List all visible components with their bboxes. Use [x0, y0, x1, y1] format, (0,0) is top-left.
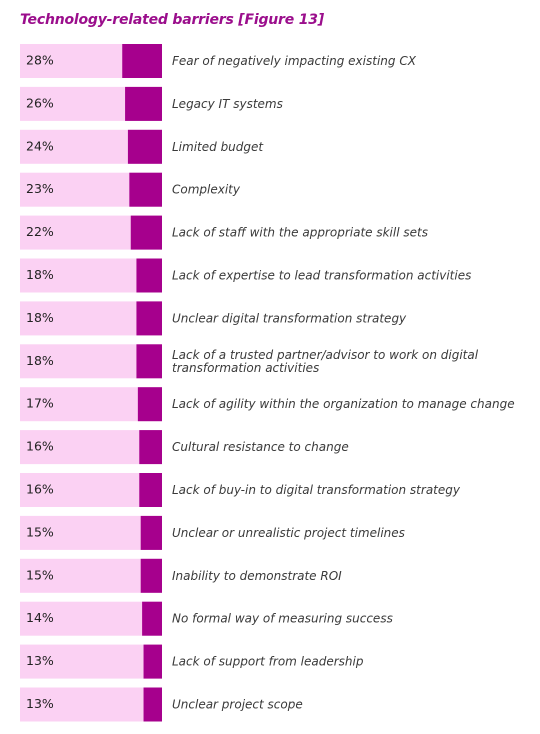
- category-label: No formal way of measuring success: [172, 611, 393, 625]
- bar-background: [20, 644, 162, 679]
- bar: [130, 215, 162, 250]
- category-label: Lack of buy-in to digital transformation…: [172, 483, 461, 497]
- category-label: Legacy IT systems: [172, 96, 283, 110]
- bar-background: [20, 473, 162, 507]
- bar-value-label: 26%: [26, 95, 54, 110]
- bar-background: [20, 601, 162, 636]
- bar-value-label: 24%: [26, 138, 54, 153]
- category-label: Lack of expertise to lead transformation…: [172, 268, 471, 282]
- bar: [136, 301, 162, 336]
- category-label: Lack of a trusted partner/advisor to wor…: [172, 347, 479, 374]
- category-label: Complexity: [172, 182, 241, 196]
- chart-title: Technology-related barriers [Figure 13]: [20, 12, 324, 28]
- bar: [140, 558, 162, 593]
- bar: [136, 344, 162, 379]
- bar-background: [20, 515, 162, 550]
- bar: [143, 687, 162, 722]
- bar-value-label: 13%: [26, 696, 54, 711]
- bar: [127, 129, 162, 164]
- category-label: Lack of support from leadership: [172, 654, 364, 668]
- bar-value-label: 15%: [26, 524, 54, 539]
- bar-value-label: 16%: [26, 482, 54, 497]
- category-label: Fear of negatively impacting existing CX: [172, 54, 417, 68]
- bar-background: [20, 430, 162, 465]
- bar: [136, 258, 162, 293]
- bar: [139, 473, 162, 507]
- category-label: Cultural resistance to change: [172, 440, 349, 454]
- bar-background: [20, 558, 162, 593]
- bar-value-label: 15%: [26, 567, 54, 582]
- bar: [125, 86, 162, 121]
- category-label: Lack of agility within the organization …: [172, 397, 515, 411]
- bar-value-label: 18%: [26, 267, 54, 282]
- category-label: Unclear digital transformation strategy: [172, 311, 407, 325]
- category-label: Inability to demonstrate ROI: [172, 568, 342, 582]
- bar-value-label: 18%: [26, 310, 54, 325]
- bar-value-label: 14%: [26, 610, 54, 625]
- bar-value-label: 16%: [26, 439, 54, 454]
- bar: [142, 601, 162, 636]
- bar: [140, 515, 162, 550]
- category-label: Unclear project scope: [172, 697, 303, 711]
- bar: [129, 172, 162, 207]
- bar: [122, 44, 162, 78]
- bar-background: [20, 687, 162, 722]
- category-label: Unclear or unrealistic project timelines: [172, 525, 405, 539]
- bar-value-label: 28%: [26, 53, 54, 68]
- bar-value-label: 13%: [26, 653, 54, 668]
- category-label: Limited budget: [172, 139, 264, 153]
- bar-value-label: 22%: [26, 224, 54, 239]
- bar: [137, 387, 162, 422]
- bar-value-label: 23%: [26, 181, 54, 196]
- bar-value-label: 18%: [26, 353, 54, 368]
- category-label: Lack of staff with the appropriate skill…: [172, 225, 428, 239]
- bar: [139, 430, 162, 465]
- bar-value-label: 17%: [26, 396, 54, 411]
- bar: [143, 644, 162, 679]
